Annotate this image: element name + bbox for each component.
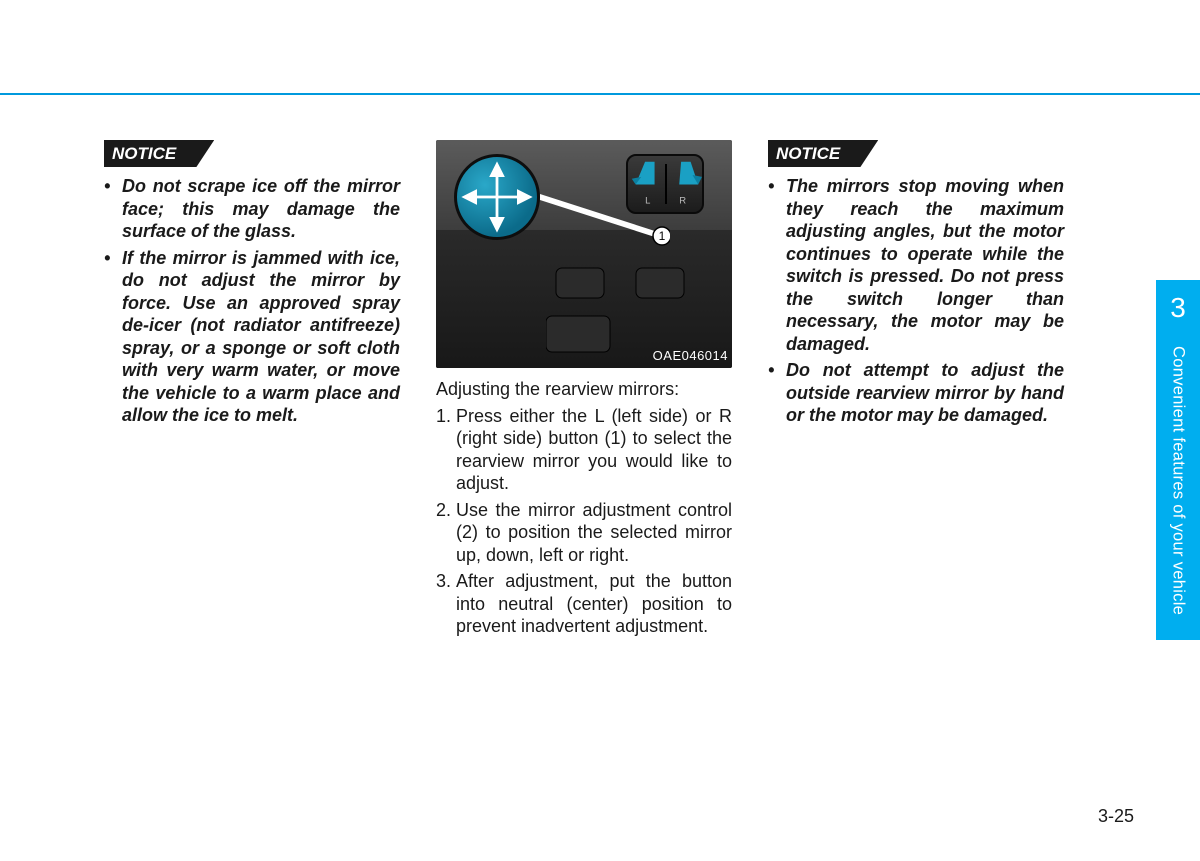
notice-item: Do not scrape ice off the mirror face; t… bbox=[104, 175, 400, 243]
figure-code: OAE046014 bbox=[653, 348, 728, 364]
column-right: NOTICE The mirrors stop moving when they… bbox=[768, 140, 1064, 642]
step-item: 3.After adjustment, put the button into … bbox=[436, 570, 732, 638]
step-text: Use the mirror adjustment control (2) to… bbox=[456, 500, 732, 565]
steps-heading: Adjusting the rearview mirrors: bbox=[436, 378, 732, 401]
notice-item: The mirrors stop moving when they reach … bbox=[768, 175, 1064, 355]
step-item: 2.Use the mirror adjustment control (2) … bbox=[436, 499, 732, 567]
notice-list-right: The mirrors stop moving when they reach … bbox=[768, 175, 1064, 427]
notice-list-left: Do not scrape ice off the mirror face; t… bbox=[104, 175, 400, 427]
notice-item: Do not attempt to adjust the outside rea… bbox=[768, 359, 1064, 427]
chapter-label: Convenient features of your vehicle bbox=[1156, 342, 1200, 632]
step-text: After adjustment, put the button into ne… bbox=[456, 571, 732, 636]
step-text: Press either the L (left side) or R (rig… bbox=[456, 406, 732, 494]
adjustment-dial-icon bbox=[454, 154, 540, 240]
chapter-tab: 3 Convenient features of your vehicle bbox=[1156, 280, 1200, 640]
top-rule bbox=[0, 93, 1200, 95]
notice-tag: NOTICE bbox=[768, 140, 878, 167]
svg-text:1: 1 bbox=[659, 229, 666, 243]
svg-text:R: R bbox=[679, 195, 686, 206]
column-center: L R 1 OAE046014 Adjusting the rearview m… bbox=[436, 140, 732, 642]
callout-line-icon: 1 bbox=[540, 190, 670, 250]
notice-item: If the mirror is jammed with ice, do not… bbox=[104, 247, 400, 427]
mirror-control-figure: L R 1 OAE046014 bbox=[436, 140, 732, 368]
page-content: NOTICE Do not scrape ice off the mirror … bbox=[104, 140, 1064, 642]
column-left: NOTICE Do not scrape ice off the mirror … bbox=[104, 140, 400, 642]
page-number: 3-25 bbox=[1098, 806, 1134, 827]
notice-tag: NOTICE bbox=[104, 140, 214, 167]
step-item: 1.Press either the L (left side) or R (r… bbox=[436, 405, 732, 495]
window-switches-icon bbox=[546, 258, 706, 358]
chapter-number: 3 bbox=[1156, 292, 1200, 324]
steps-list: 1.Press either the L (left side) or R (r… bbox=[436, 405, 732, 638]
